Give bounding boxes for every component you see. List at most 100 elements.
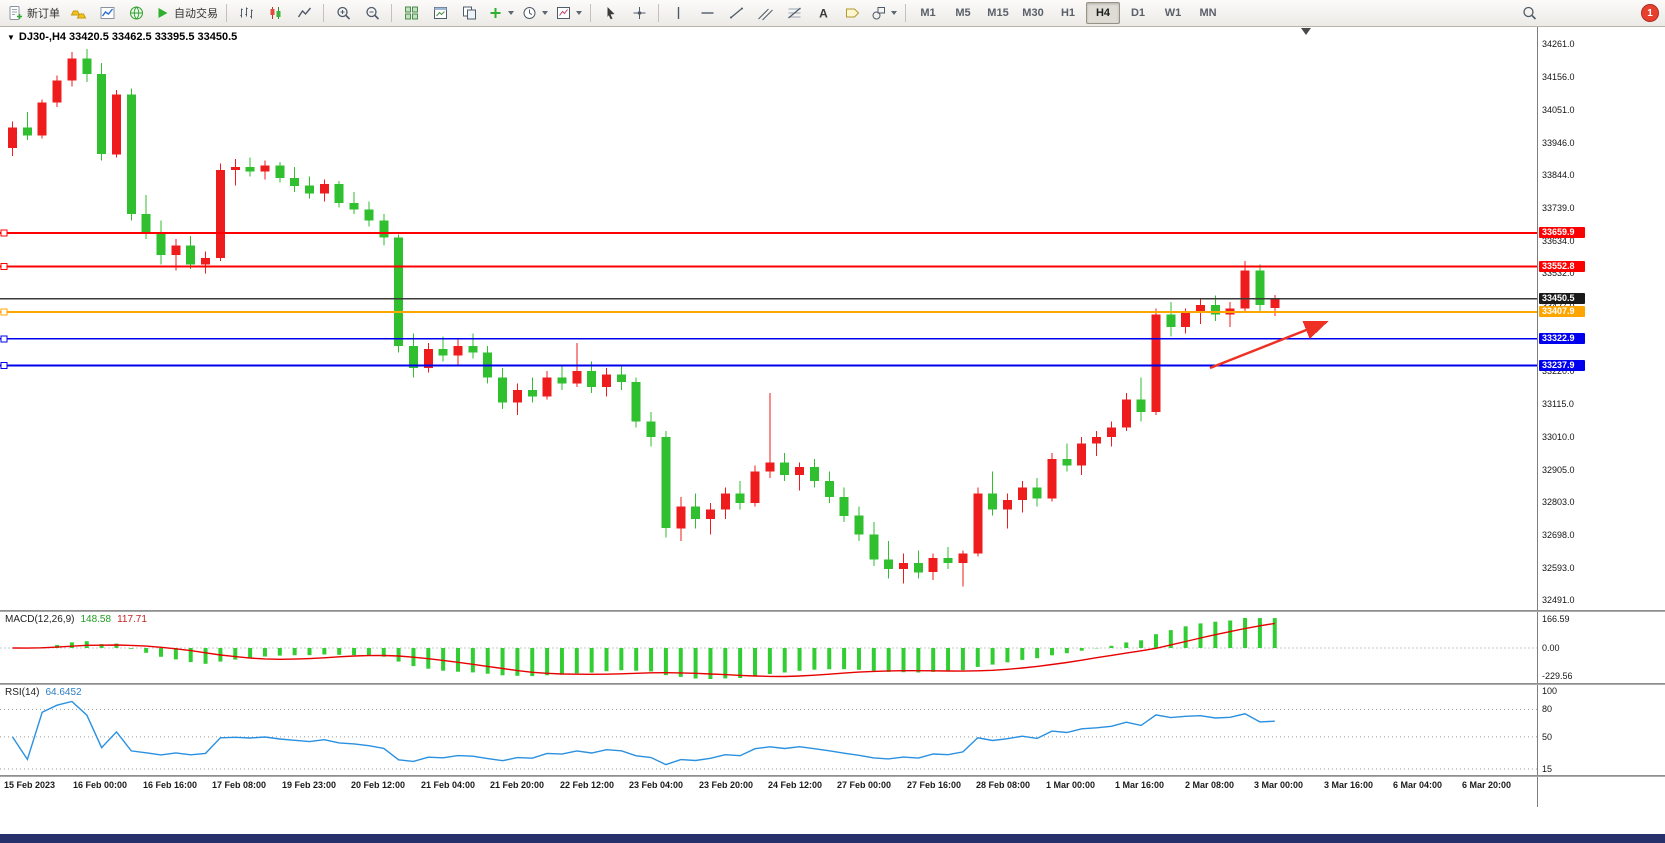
- label-tool-button[interactable]: [838, 2, 866, 24]
- template-button[interactable]: [552, 2, 585, 24]
- chart-shift-marker[interactable]: [1301, 28, 1311, 35]
- pane-separator[interactable]: [0, 610, 1665, 612]
- fibonacci-tool-button[interactable]: [780, 2, 808, 24]
- tile-windows-button[interactable]: [397, 2, 425, 24]
- macd-pane[interactable]: MACD(12,26,9) 148.58 117.71: [0, 612, 1537, 683]
- chart-menu-triangle-icon[interactable]: ▼: [7, 32, 15, 42]
- globe-button[interactable]: [122, 2, 150, 24]
- price-tick-label: 33739.0: [1542, 203, 1575, 213]
- bear-candle: [97, 74, 107, 155]
- price-tick-label: 32698.0: [1542, 530, 1575, 540]
- time-axis-label: 3 Mar 16:00: [1324, 780, 1374, 790]
- timeframe-m5-button[interactable]: M5: [955, 7, 971, 19]
- candlestick-chart-button[interactable]: [261, 2, 289, 24]
- hline-handle[interactable]: [0, 362, 8, 369]
- bull-candle: [572, 371, 582, 384]
- hline-handle[interactable]: [0, 335, 8, 343]
- bear-candle: [379, 220, 389, 238]
- horizontal-line-tool-button[interactable]: [693, 2, 721, 24]
- bear-candle: [1136, 399, 1146, 412]
- hline-handle[interactable]: [0, 229, 8, 237]
- rsi-pane[interactable]: RSI(14) 64.6452: [0, 685, 1537, 775]
- pane-separator[interactable]: [0, 775, 1665, 777]
- taskbar-strip: [0, 834, 1665, 843]
- zoom-out-button[interactable]: [358, 2, 386, 24]
- main-chart-pane[interactable]: ▼ DJ30-,H4 33420.5 33462.5 33395.5 33450…: [0, 27, 1537, 610]
- timeframe-m1-button[interactable]: M1: [920, 7, 936, 19]
- bar-chart-button[interactable]: [232, 2, 260, 24]
- bear-candle: [498, 377, 508, 403]
- bear-candle: [1166, 314, 1176, 328]
- timeframe-h1-button[interactable]: H1: [1060, 7, 1076, 19]
- bull-candle: [67, 58, 77, 81]
- period-button[interactable]: [518, 2, 551, 24]
- channel-icon: [757, 8, 773, 21]
- bear-candle: [735, 493, 745, 504]
- symbol-ohlc-readout: ▼ DJ30-,H4 33420.5 33462.5 33395.5 33450…: [7, 31, 237, 43]
- price-tick-label: 33532.0: [1542, 268, 1575, 278]
- search-button[interactable]: [1515, 2, 1543, 24]
- bear-candle: [141, 214, 151, 233]
- timeframe-mn-button[interactable]: MN: [1199, 7, 1217, 19]
- rsi-label: RSI(14) 64.6452: [5, 687, 82, 698]
- bull-candle: [171, 245, 181, 255]
- trend-arrow[interactable]: [1209, 321, 1329, 370]
- gold-bars-button[interactable]: [64, 2, 92, 24]
- price-tick-label: 32803.0: [1542, 497, 1575, 507]
- zoom-in-icon: [336, 6, 350, 20]
- bear-candle: [616, 374, 626, 383]
- add-indicator-button[interactable]: [484, 2, 517, 24]
- bull-candle: [423, 349, 433, 368]
- bull-candle: [765, 462, 775, 472]
- chart-workspace: ▼ DJ30-,H4 33420.5 33462.5 33395.5 33450…: [0, 27, 1665, 843]
- auto-trading-button[interactable]: 自动交易: [151, 2, 221, 24]
- timeframe-h4-button[interactable]: H4: [1086, 2, 1120, 24]
- price-tick-label: 33634.0: [1542, 236, 1575, 246]
- text-tool-button[interactable]: A: [809, 2, 837, 24]
- crosshair-button[interactable]: [625, 2, 653, 24]
- bear-candle: [1210, 305, 1220, 315]
- bull-candle: [795, 467, 804, 475]
- bull-candle: [720, 493, 730, 510]
- vertical-line-tool-button[interactable]: [664, 2, 692, 24]
- notification-badge[interactable]: 1: [1641, 4, 1659, 22]
- price-axis[interactable]: 34261.0 34156.0 34051.0 33946.0 33844.0 33739…: [1537, 27, 1665, 807]
- bull-candle: [453, 346, 463, 356]
- bear-candle: [1062, 459, 1072, 466]
- bull-candle: [928, 558, 938, 573]
- chart-button[interactable]: [93, 2, 121, 24]
- bear-candle: [1032, 487, 1042, 499]
- timeframe-d1-button[interactable]: D1: [1130, 7, 1146, 19]
- new-order-button[interactable]: 新订单: [4, 2, 63, 24]
- pane-separator[interactable]: [0, 683, 1665, 685]
- hline-handle[interactable]: [0, 308, 8, 316]
- rsi-axis-label: 80: [1542, 704, 1553, 714]
- time-axis-label: 23 Feb 04:00: [629, 780, 684, 790]
- time-axis-label: 27 Feb 16:00: [907, 780, 962, 790]
- text-icon: A: [819, 7, 828, 21]
- rsi-value: 64.6452: [45, 687, 82, 698]
- timeframe-w1-button[interactable]: W1: [1164, 7, 1182, 19]
- chart-window-button[interactable]: [426, 2, 454, 24]
- cursor-button[interactable]: [596, 2, 624, 24]
- price-tick-label: 33946.0: [1542, 138, 1575, 148]
- zoom-in-button[interactable]: [329, 2, 357, 24]
- timeframe-m15-button[interactable]: M15: [987, 7, 1009, 19]
- time-axis[interactable]: 15 Feb 2023 16 Feb 00:00 16 Feb 16:00 17 Fe…: [0, 777, 1537, 795]
- new-order-label: 新订单: [27, 8, 60, 20]
- timeframe-m30-button[interactable]: M30: [1022, 7, 1044, 19]
- bear-candle: [349, 203, 359, 210]
- line-chart-button[interactable]: [290, 2, 318, 24]
- shapes-tool-button[interactable]: [867, 2, 900, 24]
- bear-candle: [305, 185, 314, 194]
- search-icon: [1522, 6, 1536, 20]
- trendline-tool-button[interactable]: [722, 2, 750, 24]
- hline-handle[interactable]: [0, 263, 8, 270]
- bear-candle: [943, 558, 953, 563]
- channel-tool-button[interactable]: [751, 2, 779, 24]
- cascade-windows-button[interactable]: [455, 2, 483, 24]
- zoom-out-icon: [365, 6, 379, 20]
- price-tick-label: 32491.0: [1542, 595, 1575, 605]
- bull-candle: [602, 374, 611, 387]
- toolbar-separator: [905, 4, 906, 22]
